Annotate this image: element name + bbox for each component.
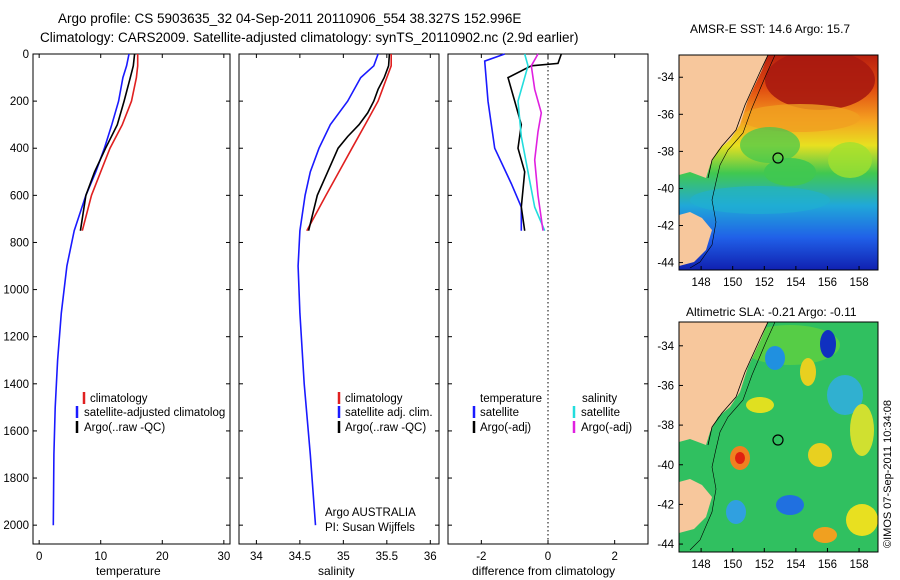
map-y-tick-label: -34 (657, 341, 674, 353)
map-y-tick-label: -34 (657, 72, 674, 84)
x-tick-label: 0 (545, 551, 551, 563)
temperature-panel: 0 10 20 30 (36, 53, 230, 563)
x-tick-label: 0 (36, 551, 42, 563)
legend-temp-argo: Argo(-adj) (480, 422, 531, 434)
map-y-tick-label: -38 (657, 420, 674, 432)
x-tick-label: 35 (337, 551, 350, 563)
temperature-axis-label: temperature (96, 564, 161, 578)
map-y-tick-label: -40 (657, 183, 674, 195)
map-x-tick-label: 152 (755, 559, 774, 571)
legend-climatology: climatology (90, 393, 148, 405)
temperature-legend: climatology satellite-adjusted climatolo… (75, 392, 225, 434)
legend-argo: Argo(..raw -QC) (84, 422, 165, 434)
sst-float-marker (772, 152, 784, 164)
salinity-panel-frame (238, 53, 440, 545)
map-x-tick-label: 158 (849, 559, 868, 571)
figure-title-line2: Climatology: CARS2009. Satellite-adjuste… (40, 30, 579, 45)
map-y-tick-label: -36 (657, 109, 674, 121)
sst-map-title: AMSR-E SST: 14.6 Argo: 15.7 (690, 22, 850, 36)
legend-satellite-adj: satellite adj. clim. (345, 407, 433, 419)
depth-tick-label: 1400 (3, 379, 29, 391)
map-x-tick-label: 158 (849, 277, 868, 289)
series-line-climatology (81, 54, 139, 231)
map-x-tick-label: 156 (818, 277, 837, 289)
depth-tick-label: 600 (10, 190, 29, 202)
legend-climatology: climatology (345, 393, 403, 405)
x-tick-label: 2 (611, 551, 617, 563)
map-y-tick-label: -36 (657, 380, 674, 392)
series-line-argo-raw-qc- (79, 53, 136, 231)
sla-float-marker (772, 434, 784, 446)
sla-map-frame (678, 321, 879, 553)
depth-tick-label: 2000 (3, 520, 29, 532)
salinity-legend: climatology satellite adj. clim. Argo(..… (325, 392, 433, 534)
depth-tick-label: 200 (10, 96, 29, 108)
series-line-temperature-satellite (483, 53, 523, 231)
sst-map (679, 55, 878, 270)
map-y-tick-label: -44 (657, 258, 674, 270)
salinity-axis-label: salinity (318, 564, 355, 578)
series-line-argo-raw-qc- (307, 53, 391, 231)
map-x-tick-label: 154 (786, 559, 806, 571)
x-tick-label: 36 (424, 551, 437, 563)
depth-tick-label: 1600 (3, 426, 29, 438)
series-line-satellite-adj-clim- (297, 53, 379, 526)
map-x-tick-label: 152 (755, 277, 774, 289)
map-x-tick-label: 148 (692, 559, 711, 571)
difference-axis-label: difference from climatology (472, 564, 615, 578)
x-tick-label: 30 (217, 551, 230, 563)
legend-sal-argo: Argo(-adj) (581, 422, 632, 434)
depth-tick-label: 0 (23, 49, 29, 61)
sla-map-axes: -34 -36 -38 -40 -42 -44 148 150 152 154 156 158 (657, 341, 868, 571)
x-tick-label: 35.5 (376, 551, 398, 563)
sst-map-axes: -34 -36 -38 -40 -42 -44 148 150 152 154 156 158 (657, 72, 868, 289)
legend-satellite-adjusted: satellite-adjusted climatolog (84, 407, 225, 419)
map-x-tick-label: 150 (723, 277, 742, 289)
series-line-temperature-argo-adj- (507, 53, 563, 231)
x-tick-label: 10 (94, 551, 107, 563)
legend-argo: Argo(..raw -QC) (345, 422, 426, 434)
series-line-salinity-satellite (517, 53, 546, 232)
legend-sal-satellite: satellite (581, 407, 620, 419)
map-x-tick-label: 156 (818, 559, 837, 571)
depth-tick-label: 800 (10, 237, 29, 249)
depth-tick-label: 1000 (3, 285, 29, 297)
x-tick-label: -2 (476, 551, 486, 563)
map-y-tick-label: -42 (657, 499, 674, 511)
map-y-tick-label: -40 (657, 460, 674, 472)
sla-map (679, 322, 878, 552)
x-tick-label: 34 (250, 551, 263, 563)
map-y-tick-label: -38 (657, 146, 674, 158)
series-line-climatology (306, 54, 393, 232)
legend-temp-satellite: satellite (480, 407, 519, 419)
sla-map-title: Altimetric SLA: -0.21 Argo: -0.11 (686, 305, 857, 319)
x-tick-label: 20 (156, 551, 169, 563)
depth-tick-label: 1800 (3, 473, 29, 485)
map-x-tick-label: 154 (786, 277, 806, 289)
difference-panel: -2 0 2 (476, 53, 618, 563)
figure-title-line1: Argo profile: CS 5903635_32 04-Sep-2011 … (58, 11, 521, 26)
temperature-panel-frame (32, 53, 231, 545)
imos-timestamp: ©IMOS 07-Sep-2011 10:34:08 (882, 400, 894, 548)
map-y-tick-label: -44 (657, 539, 674, 551)
depth-tick-label: 1200 (3, 332, 29, 344)
map-x-tick-label: 150 (723, 559, 742, 571)
map-x-tick-label: 148 (692, 277, 711, 289)
series-line-salinity-argo-adj- (530, 53, 544, 231)
pi-label: PI: Susan Wijffels (325, 522, 415, 534)
legend-header-salinity: salinity (582, 393, 617, 405)
map-y-tick-label: -42 (657, 221, 674, 233)
legend-header-temperature: temperature (480, 393, 542, 405)
salinity-panel: 34 34.5 35 35.5 36 (250, 53, 437, 563)
difference-legend: temperature salinity satellite Argo(-adj… (472, 393, 632, 434)
argo-australia-label: Argo AUSTRALIA (325, 507, 416, 519)
depth-tick-label: 400 (10, 143, 29, 155)
x-tick-label: 34.5 (289, 551, 311, 563)
sst-map-frame (678, 54, 879, 271)
depth-axis: 0 200 400 600 800 1000 1200 1400 1600 1800 2000 (3, 49, 648, 532)
